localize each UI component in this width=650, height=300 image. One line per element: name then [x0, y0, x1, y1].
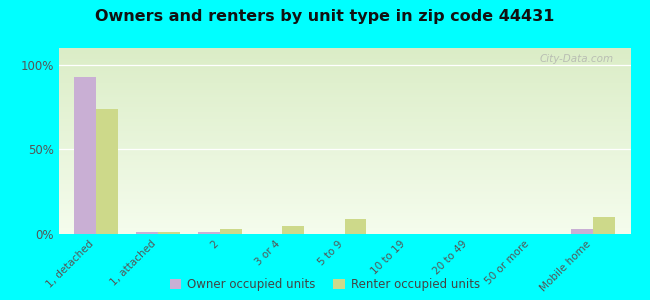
Bar: [220, 229, 242, 234]
Bar: [136, 232, 158, 234]
Text: City-Data.com: City-Data.com: [540, 54, 614, 64]
Bar: [198, 232, 220, 234]
Bar: [158, 232, 180, 234]
Legend: Owner occupied units, Renter occupied units: Owner occupied units, Renter occupied un…: [170, 278, 480, 291]
Bar: [344, 219, 366, 234]
Bar: [593, 217, 615, 234]
Text: Owners and renters by unit type in zip code 44431: Owners and renters by unit type in zip c…: [96, 9, 554, 24]
Bar: [96, 109, 118, 234]
Bar: [74, 77, 96, 234]
Bar: [282, 226, 304, 234]
Bar: [571, 229, 593, 234]
